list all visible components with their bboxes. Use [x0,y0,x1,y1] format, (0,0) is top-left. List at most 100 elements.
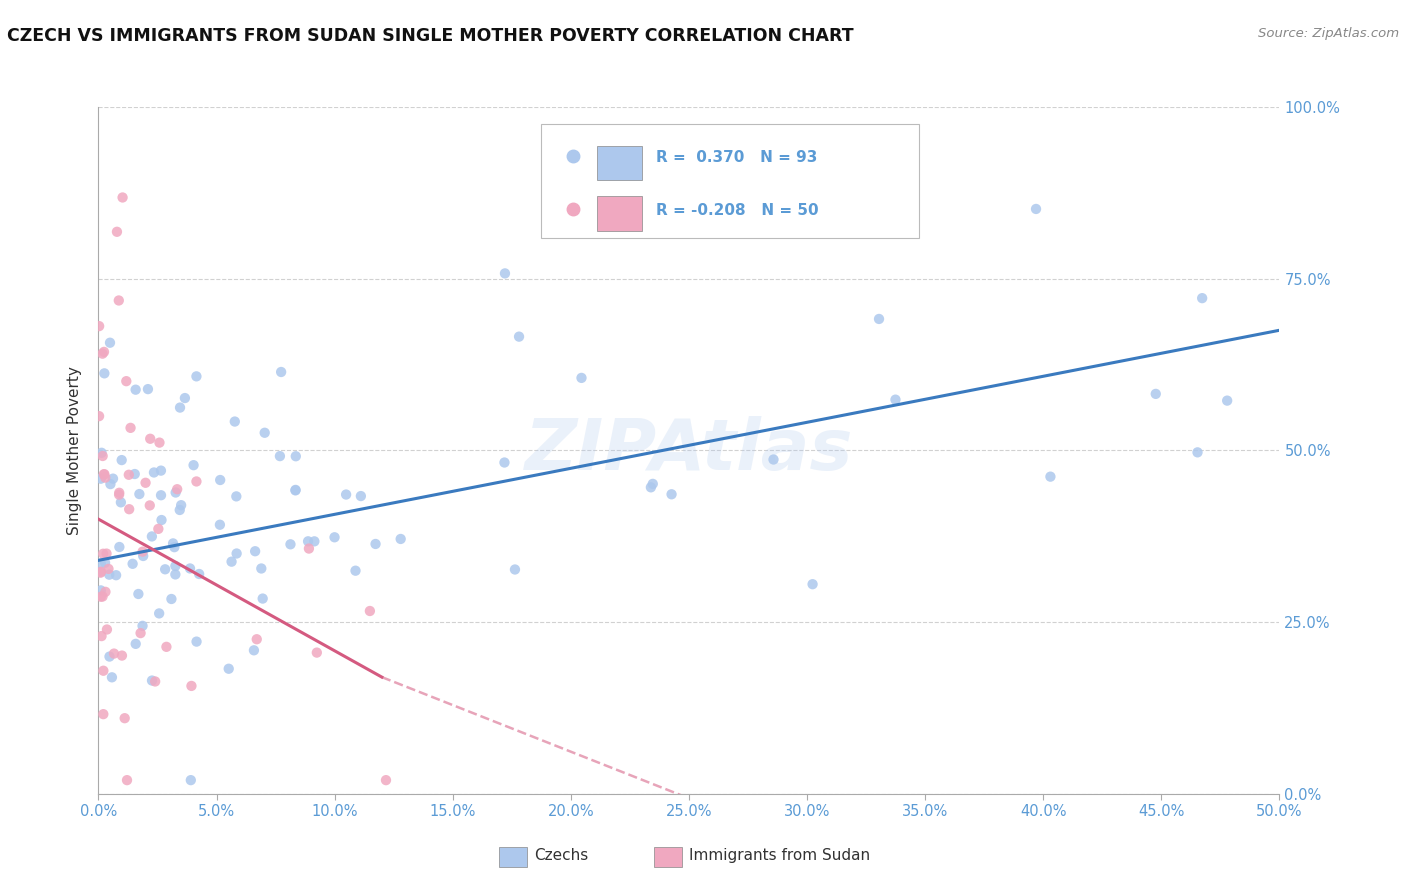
Text: R =  0.370   N = 93: R = 0.370 N = 93 [655,151,817,165]
Point [153,562,176,576]
Point [344,564,367,578]
Point [180,773,202,788]
Point [103,647,125,661]
Point [149,464,172,478]
Text: CZECH VS IMMIGRANTS FROM SUDAN SINGLE MOTHER POVERTY CORRELATION CHART: CZECH VS IMMIGRANTS FROM SUDAN SINGLE MO… [7,27,853,45]
Point [508,329,530,343]
Point [97,562,120,576]
Point [186,475,208,489]
FancyBboxPatch shape [596,196,641,231]
Point [93,664,115,678]
Point [142,466,165,480]
Point [148,607,170,621]
Point [93,345,115,359]
Point [141,529,163,543]
Point [107,293,129,308]
Point [118,502,141,516]
Point [225,489,247,503]
Point [100,477,122,491]
Point [135,475,157,490]
Point [105,568,128,582]
Point [323,530,346,544]
Point [93,467,115,482]
Point [297,534,319,549]
Point [90,557,112,571]
Point [305,646,328,660]
Point [124,383,146,397]
Point [640,480,662,494]
Point [132,549,155,563]
Point [1187,445,1209,459]
Text: ZIPAtlas: ZIPAtlas [524,416,853,485]
Point [350,489,373,503]
Point [115,374,138,388]
Point [105,225,128,239]
Point [150,513,173,527]
Point [110,495,132,509]
Point [90,446,112,460]
Point [98,649,121,664]
Point [1216,393,1239,408]
Point [141,673,163,688]
Y-axis label: Single Mother Poverty: Single Mother Poverty [67,366,83,535]
Point [179,561,201,575]
Point [284,483,307,497]
Point [90,590,112,604]
Point [571,371,593,385]
Point [243,544,266,558]
Point [503,562,526,576]
Point [91,449,114,463]
Point [127,587,149,601]
Point [359,604,381,618]
Point [91,590,114,604]
Point [801,577,824,591]
Point [91,547,114,561]
Point [98,567,121,582]
Point [136,382,159,396]
Point [188,567,211,582]
Point [494,456,516,470]
Point [98,335,121,350]
Point [298,541,321,556]
Point [90,583,112,598]
Point [1039,469,1062,483]
Point [111,453,134,467]
Point [269,449,291,463]
Text: Source: ZipAtlas.com: Source: ZipAtlas.com [1258,27,1399,40]
Point [128,487,150,501]
Point [91,707,114,722]
Point [868,312,890,326]
Point [253,425,276,440]
Point [139,499,162,513]
Point [118,467,141,482]
Point [91,346,114,360]
Point [284,449,307,463]
Point [162,536,184,550]
Point [494,266,516,280]
Point [364,537,387,551]
Point [280,537,302,551]
Point [246,632,269,647]
Point [148,522,170,536]
Point [160,592,183,607]
Point [1144,387,1167,401]
Point [169,503,191,517]
Point [284,483,307,498]
Point [121,557,143,571]
Point [90,565,112,579]
Point [208,517,231,532]
Point [252,591,274,606]
Point [762,452,785,467]
Point [165,485,187,500]
Point [209,473,232,487]
Point [101,670,124,684]
Point [224,415,246,429]
Point [641,476,664,491]
Point [108,485,131,500]
Point [114,711,136,725]
Point [169,401,191,415]
Point [111,190,134,204]
Point [304,534,326,549]
FancyBboxPatch shape [541,124,920,237]
Point [250,561,273,575]
